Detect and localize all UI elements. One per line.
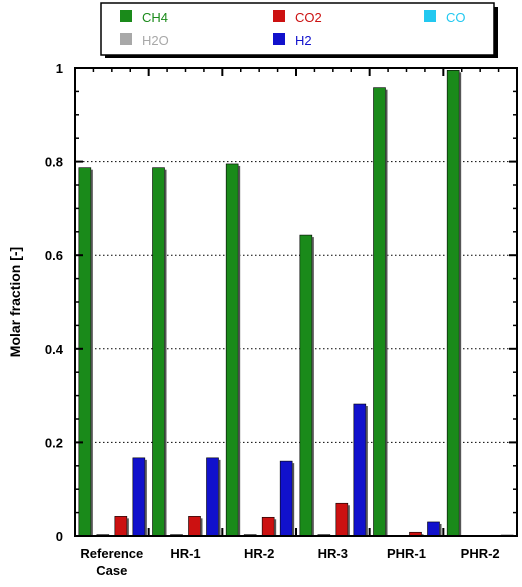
bar-h2 [353, 403, 367, 537]
bar-shadow [238, 165, 241, 536]
legend-swatch-h2o [120, 33, 132, 45]
x-ticks: Reference Case HR-1 HR-2 HR-3 PHR-1 PHR-2 [80, 68, 500, 578]
y-tick-label: 1 [56, 61, 63, 76]
legend-swatch-co2 [273, 10, 285, 22]
bar-shadow [126, 518, 129, 536]
legend-label-h2: H2 [295, 33, 312, 48]
bar-ch4 [299, 234, 313, 537]
x-tick-label: PHR-2 [461, 546, 500, 561]
legend-swatch-h2 [273, 33, 285, 45]
bar-h2 [427, 521, 440, 537]
bar-h2 [279, 460, 293, 537]
bar-shadow [164, 169, 167, 536]
bar-shadow [459, 72, 462, 536]
bar-shadow [347, 505, 350, 536]
y-axis-label: Molar fraction [-] [7, 247, 23, 357]
x-tick-label: Reference [80, 546, 143, 561]
legend-label-h2o: H2O [142, 33, 169, 48]
y-tick-label: 0.4 [45, 342, 64, 357]
x-tick-label: PHR-1 [387, 546, 426, 561]
bar-h2 [206, 457, 219, 537]
legend: CH4 CO2 CO H2O H2 [100, 2, 498, 58]
x-tick-label: HR-1 [170, 546, 200, 561]
bar-shadow [144, 459, 147, 536]
legend-label-co: CO [446, 10, 466, 25]
y-tick-label: 0 [56, 529, 63, 544]
y-tick-label: 0.8 [45, 155, 63, 170]
legend-swatch-co [424, 10, 436, 22]
x-tick-label: HR-3 [318, 546, 348, 561]
y-ticks: 0 0.2 0.4 0.6 0.8 1 [45, 61, 517, 544]
legend-label-ch4: CH4 [142, 10, 168, 25]
bar-shadow [439, 523, 442, 536]
bars [78, 70, 514, 537]
legend-swatch-ch4 [120, 10, 132, 22]
x-tick-label: HR-2 [244, 546, 274, 561]
bar-co2 [188, 516, 201, 537]
grid [75, 161, 517, 443]
bar-ch4 [446, 70, 460, 537]
bar-h2 [132, 457, 146, 537]
legend-label-co2: CO2 [295, 10, 322, 25]
bar-ch4 [78, 167, 92, 537]
bar-co2 [335, 502, 349, 537]
bar-shadow [274, 519, 277, 536]
bar-shadow [200, 518, 203, 536]
bar-shadow [365, 406, 368, 536]
bar-ch4 [373, 87, 386, 537]
y-tick-label: 0.2 [45, 435, 63, 450]
bar-ch4 [225, 163, 239, 537]
bar-shadow [218, 459, 221, 536]
bar-co2 [114, 516, 128, 537]
bar-shadow [90, 169, 93, 536]
bar-ch4 [152, 167, 165, 537]
y-tick-label: 0.6 [45, 248, 63, 263]
bar-shadow [292, 463, 295, 536]
x-tick-label-line2: Case [96, 563, 127, 578]
bar-shadow [311, 237, 314, 537]
bar-co2 [261, 516, 275, 537]
bar-shadow [385, 89, 388, 536]
